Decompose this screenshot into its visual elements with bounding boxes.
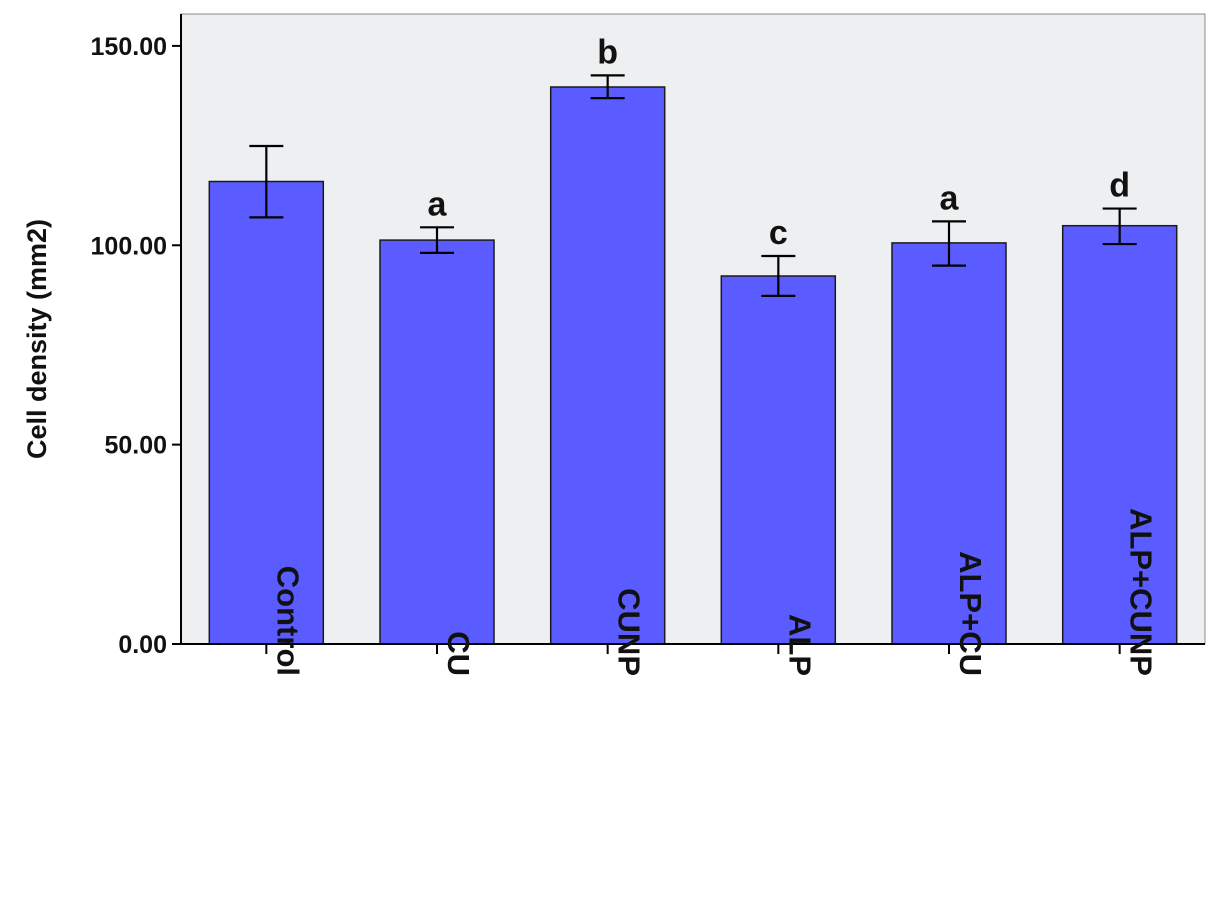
significance-label: c <box>769 214 788 252</box>
axes <box>180 14 1205 645</box>
significance-label: a <box>428 185 448 223</box>
x-tick-label: CUNP <box>612 588 647 676</box>
x-tick-label: ALP+CU <box>953 551 988 676</box>
x-tick-label: ALP <box>782 614 817 676</box>
significance-labels: a b c a d <box>428 33 1131 252</box>
x-tick-label: CU <box>441 631 476 676</box>
significance-label: b <box>597 33 618 71</box>
error-bar <box>590 74 625 100</box>
y-tick-label: 0.00 <box>118 631 167 659</box>
y-axis-title: Cell density (mm2) <box>22 219 52 459</box>
error-bar <box>420 226 454 254</box>
bar-cunp <box>549 86 666 645</box>
y-tick-label: 100.00 <box>91 232 167 260</box>
bars <box>208 86 1178 645</box>
bar-cu <box>379 239 495 645</box>
error-bar <box>249 144 284 219</box>
x-axis-ticks: Control CU CUNP ALP ALP+CU ALP+CUNP <box>265 508 1159 676</box>
bar-alp-cunp <box>1061 224 1178 645</box>
significance-label: d <box>1109 167 1130 205</box>
error-bar <box>761 254 796 298</box>
error-bar <box>932 220 966 267</box>
x-tick-label: ALP+CUNP <box>1124 508 1159 676</box>
y-tick-label: 150.00 <box>91 33 167 61</box>
error-bar <box>1102 207 1137 246</box>
error-bars <box>249 74 1137 298</box>
plot-area <box>180 13 1206 645</box>
y-axis-ticks: 0.00 50.00 100.00 150.00 <box>91 33 181 659</box>
y-tick-label: 50.00 <box>104 432 167 460</box>
significance-label: a <box>940 179 960 217</box>
x-tick-label: Control <box>270 566 305 676</box>
bar-control <box>208 180 325 645</box>
bar-alp <box>720 275 837 645</box>
bar-alp-cu <box>891 242 1007 645</box>
